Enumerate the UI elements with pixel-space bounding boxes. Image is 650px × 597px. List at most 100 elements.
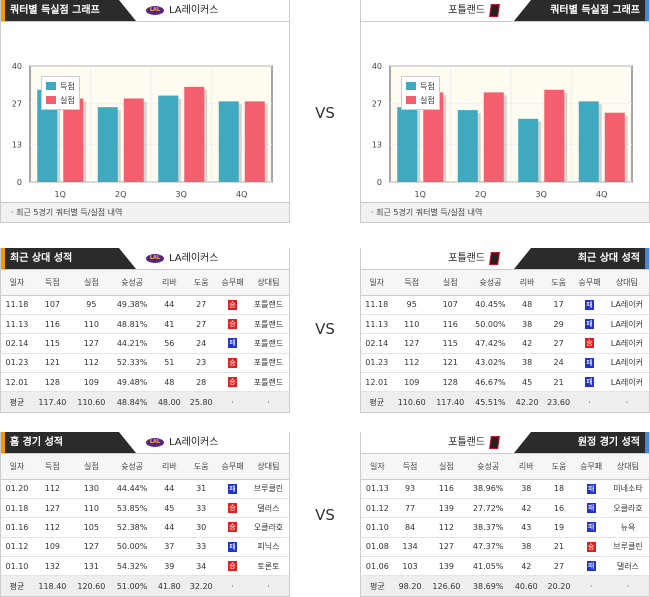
table-cell: 02.14 [361,333,393,354]
average-cell: · [606,575,649,596]
table-cell: 27 [185,314,218,335]
table-cell: 01.23 [361,353,393,374]
lakers-logo-icon: LAL [146,254,164,263]
team-name: LA레이커스 [169,253,219,264]
table-cell: 47.42% [469,333,512,354]
table-cell: 127 [71,537,111,558]
table-cell: 브루클린 [247,479,289,499]
column-header: 일자 [361,270,393,296]
average-label: 평균 [1,391,33,412]
blazers-logo-icon [489,4,500,17]
y-tick-label: 27 [372,100,382,109]
result-cell: 패 [575,517,607,538]
table-cell: 127 [426,537,467,558]
bar-allowed-2Q [123,98,144,182]
result-badge: 패 [585,357,595,368]
legend-item: 실점 [46,93,75,107]
table-cell: 19 [542,517,576,538]
table-cell: 38 [511,314,543,335]
legend-swatch [46,82,56,90]
table-cell: 33 [185,537,218,558]
table-cell: 93 [393,479,427,499]
column-header: 상대팀 [247,454,289,480]
table-cell: 112 [426,517,467,538]
table-cell: 뉴욕 [606,517,649,538]
stats-table: 일자 득점 실점 슛성공 리바 도움 승무패 상대팀 01.13 93 116 38.96% 38 18 패… [361,454,649,596]
table-cell: 107 [430,295,470,315]
average-cell: · [217,575,248,596]
result-cell: 승 [217,556,248,577]
table-cell: 01.10 [361,517,394,538]
table-cell: 41 [153,314,186,335]
legend-label: 실점 [420,95,435,105]
result-badge: 승 [228,357,238,368]
table-cell: 24 [542,353,575,374]
result-badge: 승 [228,319,238,330]
average-cell: 40.60 [509,575,543,596]
table-cell: 115 [32,333,72,354]
result-cell: 승 [217,314,248,335]
column-header: 승무패 [574,270,605,296]
average-cell: · [217,391,248,412]
bar-score-1Q [37,89,58,182]
table-cell: 38 [509,537,543,558]
panel-title: 최근 상대 성적 [1,248,136,269]
table-cell: 21 [542,372,575,393]
chart-legend: 득점 실점 [401,76,440,110]
average-row: 평균 98.20 126.60 38.69% 40.60 20.20 · · [361,575,649,596]
table-cell: LA레이커 [604,353,649,374]
average-cell: 45.51% [469,391,512,412]
table-row: 01.10 84 112 38.37% 43 19 패 뉴욕 [361,517,649,538]
table-cell: 109 [71,372,111,393]
team-name: 포틀랜드 [448,5,485,16]
average-cell: 117.40 [430,391,470,412]
column-header: 실점 [430,270,470,296]
table-cell: 01.08 [361,537,394,558]
panel-header: 원정 경기 성적 포틀랜드 [361,432,649,454]
panel-header: 쿼터별 득실점 그래프 포틀랜드 [361,0,649,22]
team-label: 포틀랜드 [448,0,500,21]
table-cell: 42 [509,556,543,577]
bar-allowed-3Q [184,86,205,182]
result-cell: 승 [217,372,248,393]
y-tick-label: 40 [372,62,382,71]
table-cell: 12.01 [1,372,33,393]
column-header: 실점 [71,454,111,480]
table-cell: 02.14 [1,333,33,354]
result-cell: 패 [574,314,605,335]
legend-item: 실점 [406,93,435,107]
result-cell: 승 [217,295,248,315]
result-badge: 패 [228,483,238,494]
lakers-logo-icon: LAL [146,438,164,447]
table-cell: 포틀랜드 [247,314,289,335]
result-cell: 승 [575,537,607,558]
table-cell: 121 [32,353,72,374]
table-cell: 피닉스 [247,537,289,558]
stats-table-panel: 홈 경기 성적 LAL LA레이커스 일자 득점 실점 슛성공 리바 도움 승무패 상대팀 01.2… [0,432,290,597]
result-badge: 패 [585,319,595,330]
table-cell: 44 [153,517,186,538]
table-cell: 24 [185,333,218,354]
table-cell: 38.37% [466,517,510,538]
table-cell: 95 [392,295,431,315]
legend-label: 실점 [60,95,75,105]
column-header: 리바 [153,454,186,480]
x-tick-label: 3Q [536,190,547,199]
team-name: 포틀랜드 [448,437,485,448]
table-cell: 포틀랜드 [247,372,289,393]
vs-label: VS [315,104,335,122]
bar-allowed-4Q [244,101,265,182]
table-cell: 11.18 [361,295,393,315]
team-name: LA레이커스 [169,5,219,16]
table-header-row: 일자 득점 실점 슛성공 리바 도움 승무패 상대팀 [1,270,289,296]
result-cell: 패 [574,353,605,374]
table-row: 01.10 132 131 54.32% 39 34 승 토론토 [1,556,289,577]
average-cell: 51.00% [110,575,154,596]
table-cell: 139 [426,498,467,519]
table-cell: 31 [185,479,218,499]
table-row: 11.18 107 95 49.38% 44 27 승 포틀랜드 [1,295,289,315]
table-cell: 51 [153,353,186,374]
table-cell: 127 [71,333,111,354]
table-header-row: 일자 득점 실점 슛성공 리바 도움 승무패 상대팀 [361,270,649,296]
team-label: LAL LA레이커스 [146,432,218,453]
